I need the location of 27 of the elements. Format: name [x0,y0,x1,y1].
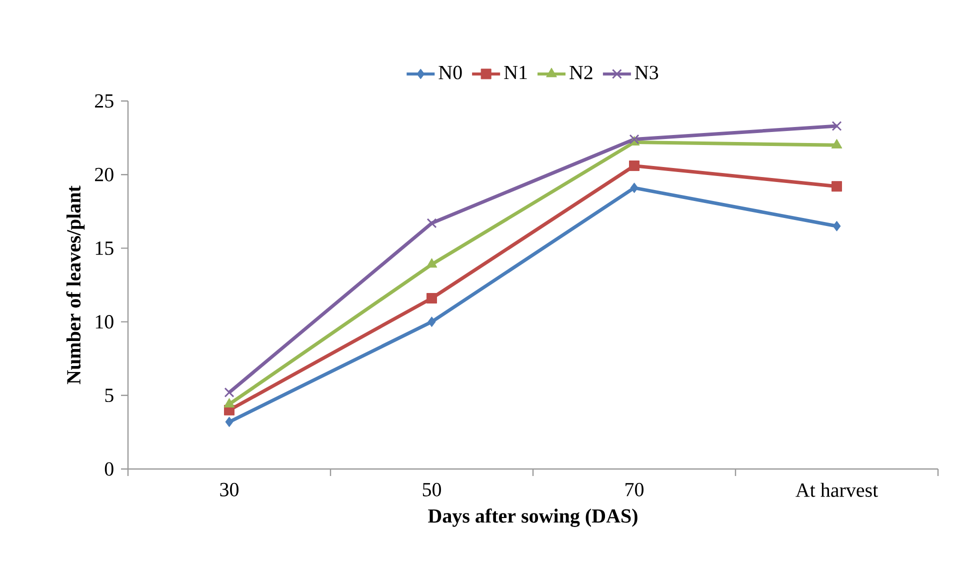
point [426,292,438,304]
y-tick-label: 10 [96,315,114,329]
legend-label: N1 [504,66,527,80]
point [225,416,234,428]
legend-label: N3 [635,66,658,80]
y-tick-label: 20 [95,168,114,182]
point [224,387,234,398]
x-tick-label: 50 [422,482,441,496]
y-axis-title: Number of leaves/plant [66,186,85,384]
legend-label: N0 [438,66,462,80]
point [630,182,638,194]
x-axis-title: Days after sowing (DAS) [428,508,638,527]
point [832,181,842,192]
y-tick-label: 15 [96,242,114,255]
point [629,160,640,172]
point [428,316,436,328]
y-tick-label: 0 [104,462,114,476]
x-tick-label: 70 [626,482,644,496]
point [832,220,841,232]
x-tick-label: At harvest [796,482,878,497]
point [832,121,842,132]
y-tick-label: 5 [105,388,114,402]
point [426,258,438,268]
legend-label: N2 [570,66,592,80]
x-tick-label: 30 [220,482,238,496]
y-tick-label: 25 [95,94,114,108]
point [426,218,437,228]
